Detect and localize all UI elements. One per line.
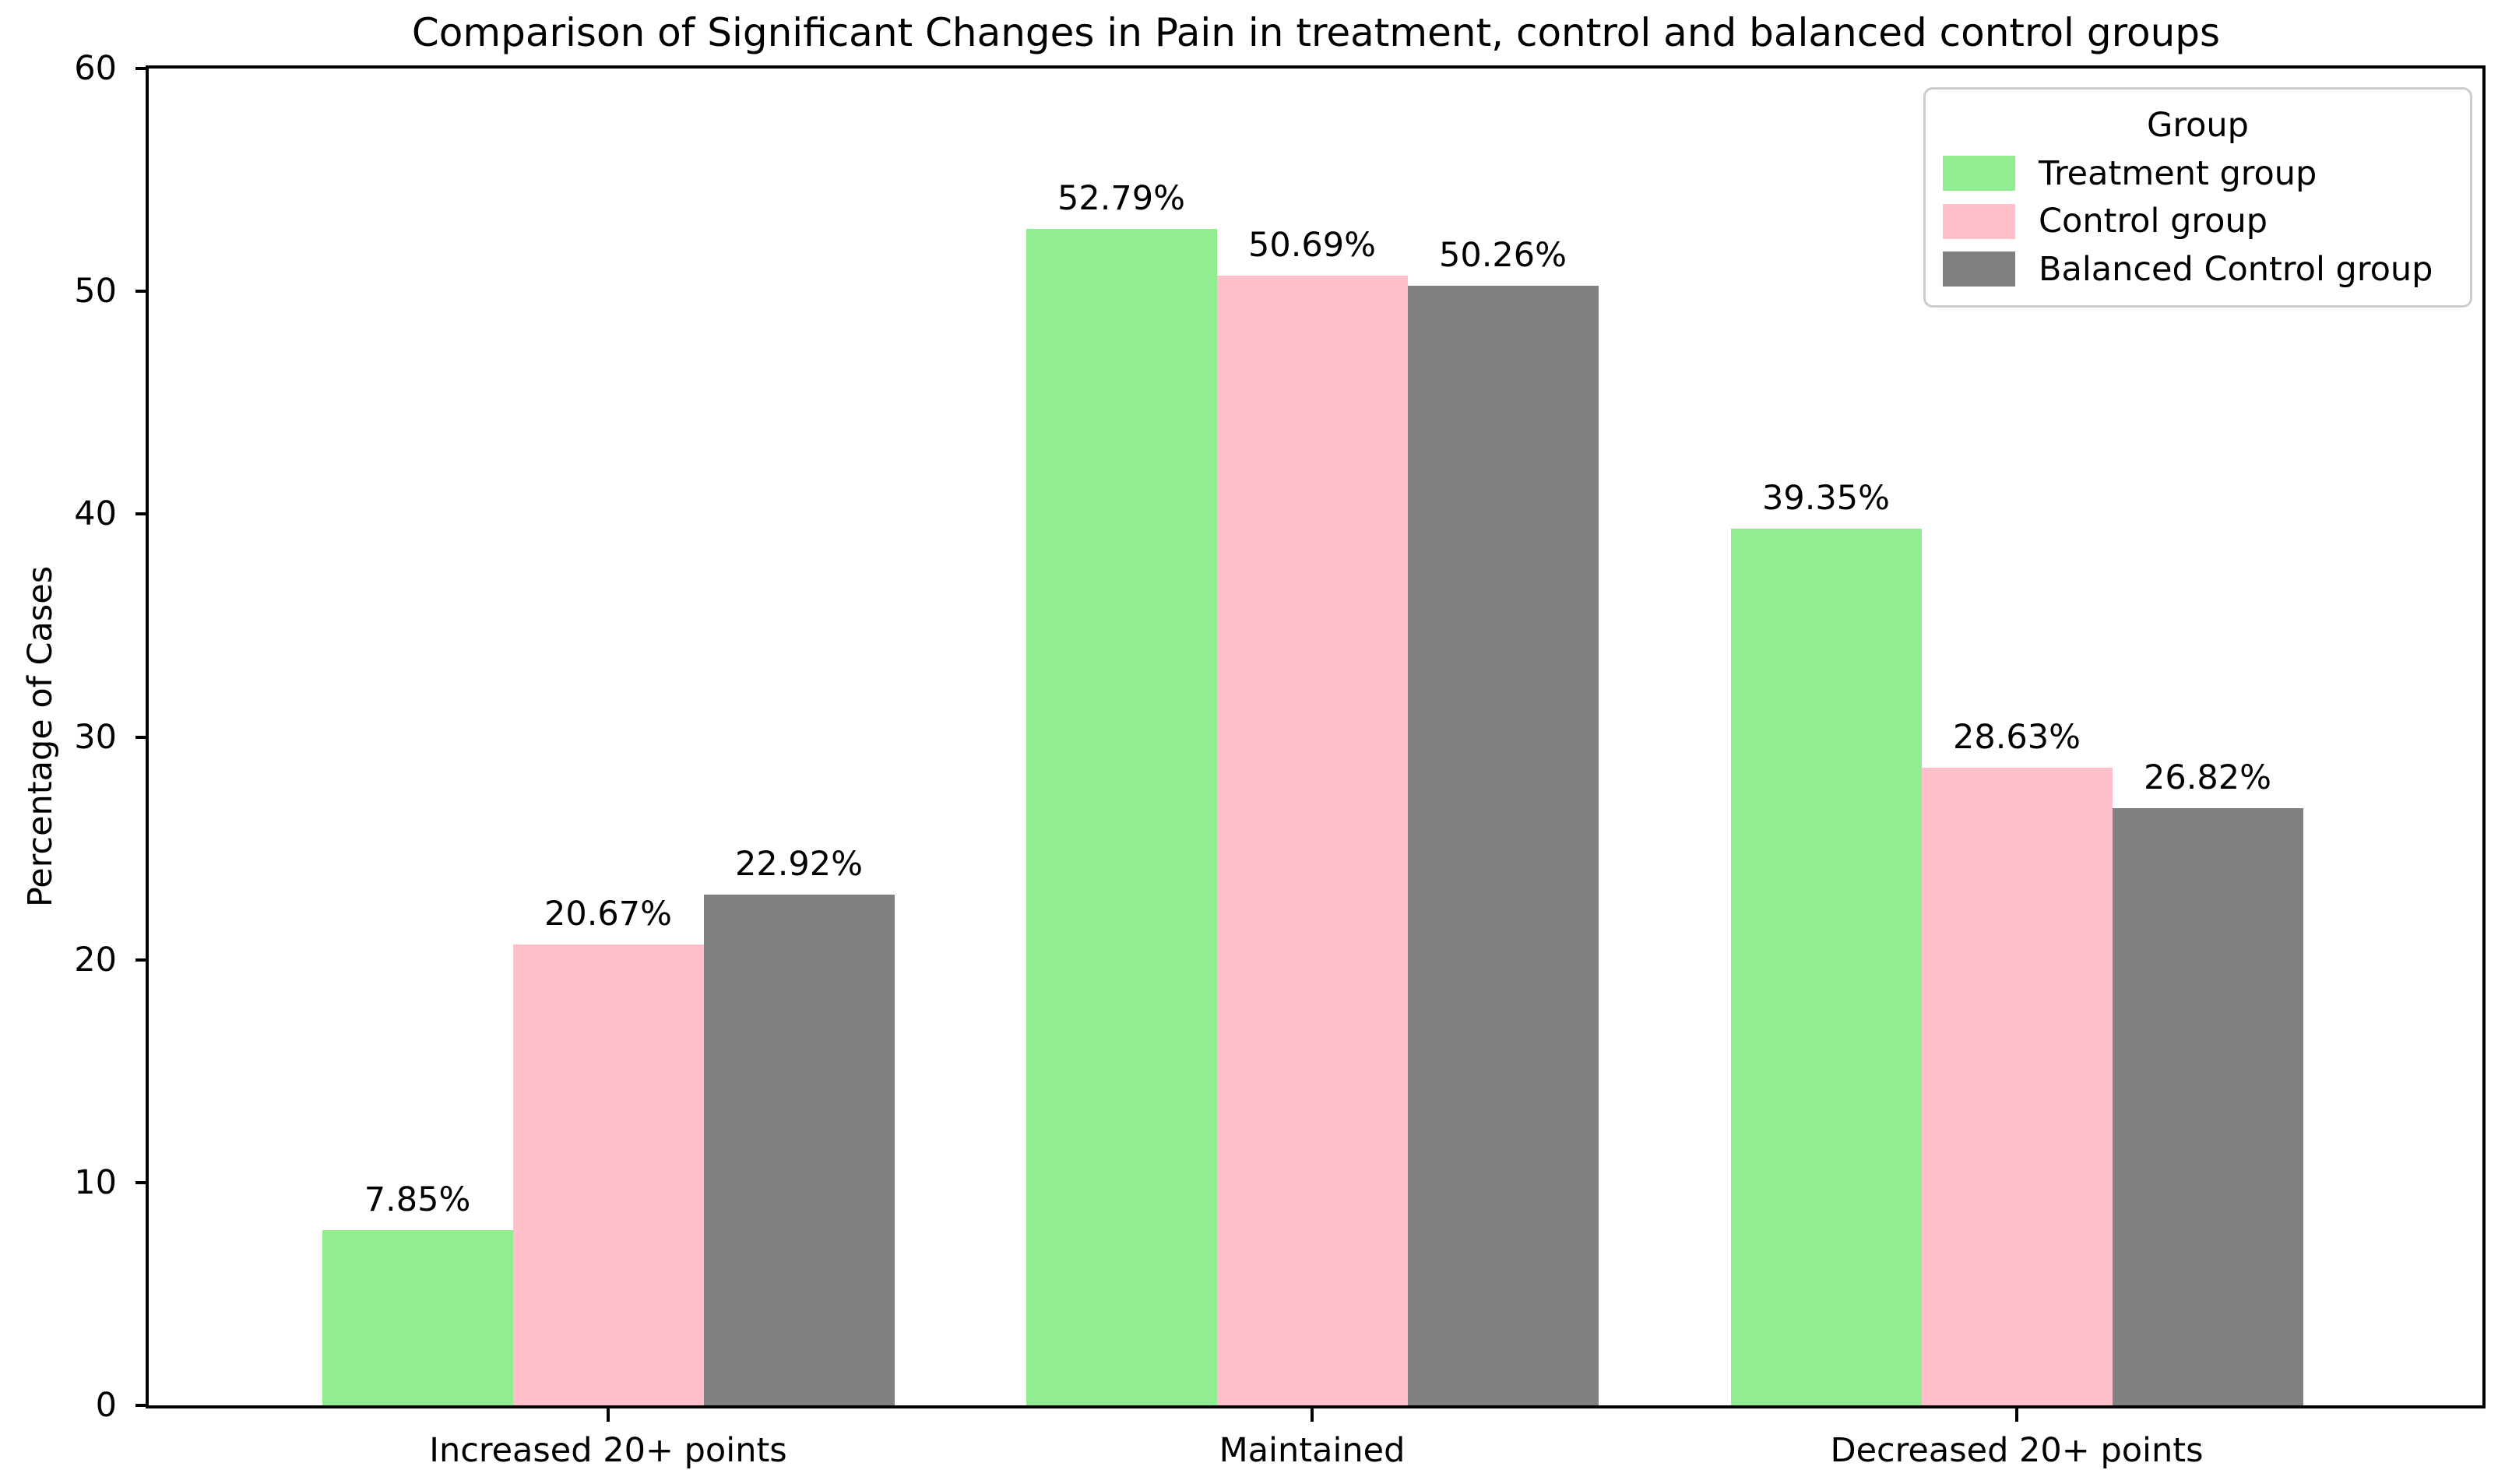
value-label-balanced-control-group-decreased-20-points: 26.82% <box>2144 758 2271 797</box>
legend-item-balanced-control-group: Balanced Control group <box>1943 251 2453 287</box>
value-label-treatment-group-decreased-20-points: 39.35% <box>1762 479 1890 518</box>
y-tick-label-0: 0 <box>95 1386 117 1425</box>
value-label-treatment-group-increased-20-points: 7.85% <box>364 1180 471 1219</box>
bar-balanced-control-group-increased-20-points <box>703 895 895 1405</box>
y-tick-label-40: 40 <box>74 494 117 534</box>
legend: Group Treatment group Control group Balanc… <box>1923 87 2472 308</box>
y-tick-mark-30 <box>135 735 149 739</box>
value-label-control-group-increased-20-points: 20.67% <box>544 895 672 934</box>
legend-title: Group <box>2147 106 2249 146</box>
y-tick-mark-10 <box>135 1180 149 1184</box>
x-tick-mark-increased-20-points <box>607 1408 610 1422</box>
legend-label-balanced-control-group: Balanced Control group <box>2039 249 2433 289</box>
bar-treatment-group-increased-20-points <box>322 1230 513 1405</box>
legend-item-control-group: Control group <box>1943 203 2453 239</box>
legend-item-treatment-group: Treatment group <box>1943 156 2453 192</box>
bar-balanced-control-group-maintained <box>1407 286 1599 1405</box>
legend-swatch-balanced-control-group <box>1943 251 2015 287</box>
y-tick-mark-20 <box>135 958 149 962</box>
bar-control-group-decreased-20-points <box>1921 768 2113 1405</box>
value-label-treatment-group-maintained: 52.79% <box>1057 179 1185 218</box>
x-tick-label-decreased-20-points: Decreased 20+ points <box>1830 1431 2204 1470</box>
y-tick-label-50: 50 <box>74 272 117 311</box>
y-tick-label-20: 20 <box>74 940 117 979</box>
value-label-balanced-control-group-increased-20-points: 22.92% <box>735 845 863 884</box>
x-tick-mark-maintained <box>1311 1408 1314 1422</box>
bar-control-group-increased-20-points <box>512 944 704 1405</box>
legend-swatch-control-group <box>1943 203 2015 239</box>
y-tick-label-60: 60 <box>74 49 117 88</box>
legend-label-treatment-group: Treatment group <box>2039 153 2317 193</box>
legend-label-control-group: Control group <box>2039 202 2268 241</box>
y-tick-mark-40 <box>135 512 149 516</box>
value-label-control-group-maintained: 50.69% <box>1248 226 1376 265</box>
bar-control-group-maintained <box>1216 276 1408 1405</box>
legend-swatch-treatment-group <box>1943 156 2015 192</box>
y-tick-mark-60 <box>135 67 149 70</box>
bar-treatment-group-maintained <box>1026 229 1217 1405</box>
chart-title: Comparison of Significant Changes in Pai… <box>411 10 2221 55</box>
y-tick-mark-0 <box>135 1404 149 1407</box>
x-tick-label-increased-20-points: Increased 20+ points <box>429 1431 787 1470</box>
bar-treatment-group-decreased-20-points <box>1730 529 1922 1405</box>
y-tick-label-30: 30 <box>74 717 117 757</box>
x-tick-label-maintained: Maintained <box>1219 1431 1406 1470</box>
value-label-balanced-control-group-maintained: 50.26% <box>1439 236 1567 275</box>
y-tick-mark-50 <box>135 290 149 294</box>
bar-balanced-control-group-decreased-20-points <box>2112 808 2303 1405</box>
x-tick-mark-decreased-20-points <box>2015 1408 2018 1422</box>
value-label-control-group-decreased-20-points: 28.63% <box>1953 718 2081 757</box>
y-tick-label-10: 10 <box>74 1162 117 1202</box>
